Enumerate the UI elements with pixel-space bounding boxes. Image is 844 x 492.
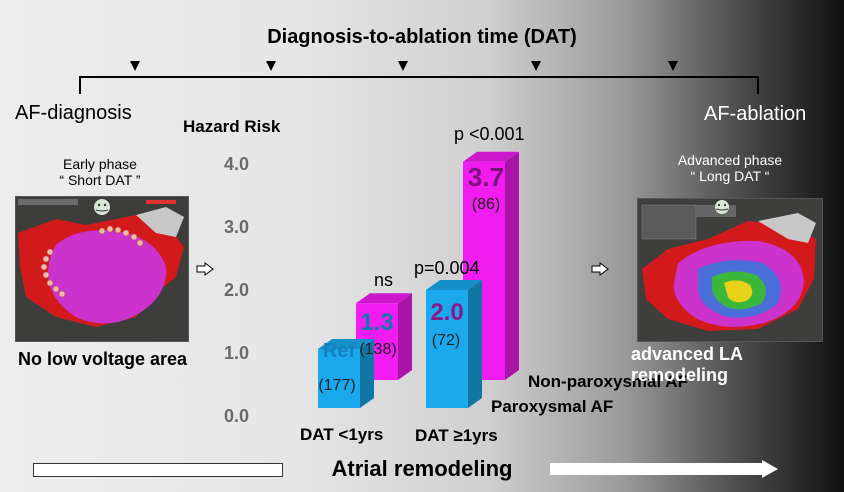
timeline-tick — [668, 61, 678, 71]
arrow-right-icon — [591, 262, 609, 276]
remodeling-arrow-head-icon — [762, 460, 778, 478]
bar-top-face — [356, 293, 412, 304]
y-tick-label: 1.0 — [224, 343, 250, 363]
timeline-tick — [398, 61, 408, 71]
early-phase-line1: Early phase — [63, 156, 137, 172]
bar-top-face — [318, 339, 374, 349]
advanced-phase-text: Advanced phase “ Long DAT “ — [650, 152, 810, 184]
early-phase-text: Early phase “ Short DAT ” — [20, 156, 180, 188]
advanced-phase-line2: “ Long DAT “ — [690, 168, 770, 184]
early-phase-caption: No low voltage area — [18, 349, 188, 369]
early-phase-map-image — [15, 196, 189, 342]
y-tick-label: 0.0 — [224, 406, 250, 426]
annotation-ns: ns — [374, 270, 394, 290]
bar-side-face — [398, 293, 412, 380]
af-ablation-label: AF-ablation — [704, 103, 807, 125]
remodeling-scale-bar-left — [33, 463, 283, 477]
bar-value-label: Ref — [322, 340, 356, 362]
arrow-right-icon — [196, 262, 214, 276]
bar-value-label: 3.7 — [467, 162, 505, 192]
series-label-paroxysmal: Paroxysmal AF — [491, 397, 614, 416]
bar-n-label: (177) — [318, 377, 356, 394]
bar-value-label: 2.0 — [430, 299, 464, 326]
timeline-bracket — [79, 76, 759, 94]
bar-side-face — [360, 339, 374, 408]
bar-n-label: (86) — [471, 196, 501, 213]
remodeling-scale-bar-right — [550, 463, 764, 475]
af-diagnosis-label: AF-diagnosis — [15, 102, 132, 124]
y-tick-label: 3.0 — [224, 217, 250, 237]
early-phase-line2: “ Short DAT ” — [59, 172, 141, 188]
advanced-phase-map-graphic — [638, 199, 822, 341]
advanced-phase-map-image — [637, 198, 823, 342]
bar-side-face — [468, 280, 482, 408]
bar-top-face — [463, 151, 519, 162]
figure-title: Diagnosis-to-ablation time (DAT) — [267, 26, 577, 48]
bar-front-face — [318, 349, 360, 408]
bar-front-face — [426, 290, 468, 408]
y-tick-label: 4.0 — [224, 154, 250, 174]
y-axis-label: Hazard Risk — [183, 117, 281, 136]
bar-top-face — [426, 280, 482, 290]
x-category-label: DAT ≥1yrs — [415, 426, 498, 445]
bar-n-label: (138) — [359, 341, 397, 358]
x-category-label: DAT <1yrs — [300, 425, 384, 444]
timeline-tick — [266, 61, 276, 71]
bar-value-label: 1.3 — [360, 309, 394, 336]
timeline-tick — [531, 61, 541, 71]
bar-side-face — [505, 151, 519, 380]
annotation-p-value: p=0.004 — [414, 258, 480, 278]
advanced-phase-caption: advanced LA remodeling — [631, 344, 743, 385]
advanced-phase-line1: Advanced phase — [677, 152, 783, 168]
annotation-p-value: p <0.001 — [454, 124, 525, 144]
early-phase-map-graphic — [16, 197, 188, 341]
y-tick-label: 2.0 — [224, 280, 250, 300]
series-label-nonparoxysmal: Non-paroxysmal AF — [528, 372, 688, 391]
atrial-remodeling-label: Atrial remodeling — [331, 456, 513, 481]
timeline-tick — [130, 61, 140, 71]
bar-n-label: (72) — [431, 332, 461, 349]
